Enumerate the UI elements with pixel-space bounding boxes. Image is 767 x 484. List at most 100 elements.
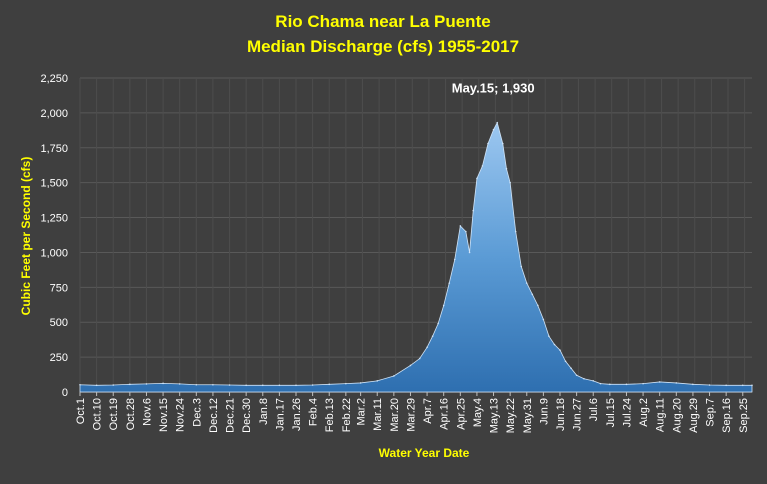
x-tick-label: Oct.28 xyxy=(125,398,137,430)
x-tick-label: Oct.19 xyxy=(108,398,120,430)
y-tick-label: 2,000 xyxy=(40,108,68,120)
data-point xyxy=(212,383,214,386)
data-point xyxy=(437,322,439,325)
data-point xyxy=(448,282,451,284)
data-point xyxy=(393,375,395,377)
data-point xyxy=(531,293,534,296)
data-point xyxy=(692,383,694,386)
data-point xyxy=(496,121,499,124)
data-point xyxy=(625,383,628,386)
y-tick-label: 1,500 xyxy=(40,178,68,190)
x-tick-label: Jun.27 xyxy=(572,398,584,431)
y-tick-label: 2,250 xyxy=(40,73,68,85)
data-point xyxy=(599,382,602,385)
data-point xyxy=(537,304,539,307)
data-point xyxy=(79,383,81,386)
data-point xyxy=(261,384,264,387)
data-point xyxy=(592,380,595,382)
data-point xyxy=(476,177,478,180)
x-tick-label: Dec.3 xyxy=(191,398,203,427)
data-point xyxy=(459,225,462,227)
x-tick-label: Feb.4 xyxy=(308,398,320,426)
x-tick-label: Jun.18 xyxy=(555,398,567,431)
data-point xyxy=(542,318,545,321)
x-tick-label: May.4 xyxy=(472,398,484,427)
x-tick-label: Dec.12 xyxy=(208,398,220,433)
x-tick-label: Mar.29 xyxy=(406,398,418,432)
x-tick-label: Apr.16 xyxy=(439,398,451,430)
data-point xyxy=(487,142,489,145)
x-tick-label: Aug.2 xyxy=(638,398,650,427)
y-axis-ticks: 0 250 500 750 1,000 1,250 1,500 1,750 2,000 2,250 xyxy=(40,73,68,399)
data-point xyxy=(525,282,528,284)
x-tick-label: May.22 xyxy=(505,398,517,433)
x-tick-label: Sep.25 xyxy=(738,398,750,433)
data-point xyxy=(501,142,504,145)
x-tick-label: Dec.21 xyxy=(225,398,237,433)
data-point xyxy=(195,383,198,386)
x-axis-title: Water Year Date xyxy=(379,446,470,460)
x-tick-label: Aug.29 xyxy=(688,398,700,433)
x-tick-label: Jul.6 xyxy=(588,398,600,421)
x-tick-label: Jan.26 xyxy=(291,398,303,431)
x-tick-label: Sep.7 xyxy=(705,398,717,427)
x-tick-label: Nov.6 xyxy=(142,398,154,426)
x-axis-ticks: Oct.1 Oct.10 Oct.19 Oct.28 Nov.6 Nov.15 Nov.24… xyxy=(75,392,750,433)
x-tick-label: Feb.22 xyxy=(341,398,353,432)
y-tick-label: 750 xyxy=(50,282,68,294)
x-tick-label: May.13 xyxy=(489,398,501,433)
x-tick-label: Apr.7 xyxy=(422,398,434,424)
x-tick-label: Feb.13 xyxy=(324,398,336,432)
data-point xyxy=(609,383,611,386)
data-point xyxy=(708,384,711,386)
data-point xyxy=(376,380,379,382)
x-tick-label: Mar.2 xyxy=(356,398,368,426)
data-point xyxy=(642,382,644,385)
x-tick-label: Jan.8 xyxy=(258,398,270,425)
x-tick-label: Nov.24 xyxy=(175,398,187,432)
data-point xyxy=(465,230,467,233)
x-tick-label: Apr.25 xyxy=(455,398,467,430)
data-point xyxy=(658,381,661,383)
y-tick-label: 500 xyxy=(50,317,68,329)
data-point xyxy=(431,335,434,337)
x-tick-label: Sep.16 xyxy=(721,398,733,433)
y-tick-label: 1,000 xyxy=(40,247,68,259)
data-point xyxy=(509,181,511,184)
y-tick-label: 250 xyxy=(50,352,68,364)
data-point xyxy=(311,384,314,386)
series-area-shape xyxy=(79,121,753,393)
data-point xyxy=(675,382,678,384)
series-area xyxy=(79,121,753,393)
data-point xyxy=(575,374,578,377)
data-point xyxy=(442,304,445,307)
x-tick-label: Jul.24 xyxy=(622,398,634,427)
data-point xyxy=(129,383,131,386)
data-point xyxy=(751,384,753,387)
data-point xyxy=(359,382,362,384)
data-point xyxy=(553,343,556,346)
y-tick-label: 0 xyxy=(62,387,68,399)
data-point xyxy=(426,346,428,349)
data-point xyxy=(295,384,297,387)
data-point xyxy=(245,384,247,387)
data-point xyxy=(468,251,471,254)
data-point xyxy=(453,258,456,261)
data-point xyxy=(725,384,727,387)
data-point xyxy=(278,384,281,387)
x-tick-label: Dec.30 xyxy=(241,398,253,433)
y-tick-label: 1,250 xyxy=(40,213,68,225)
data-point xyxy=(328,383,331,386)
data-point xyxy=(345,382,347,385)
data-point xyxy=(145,383,148,385)
data-point xyxy=(409,364,412,367)
data-point xyxy=(178,383,181,385)
x-tick-label: Aug.20 xyxy=(671,398,683,433)
x-tick-label: Jan.17 xyxy=(274,398,286,431)
data-point xyxy=(492,128,495,131)
data-point xyxy=(583,377,585,380)
data-point xyxy=(559,349,561,351)
data-point xyxy=(570,367,572,370)
